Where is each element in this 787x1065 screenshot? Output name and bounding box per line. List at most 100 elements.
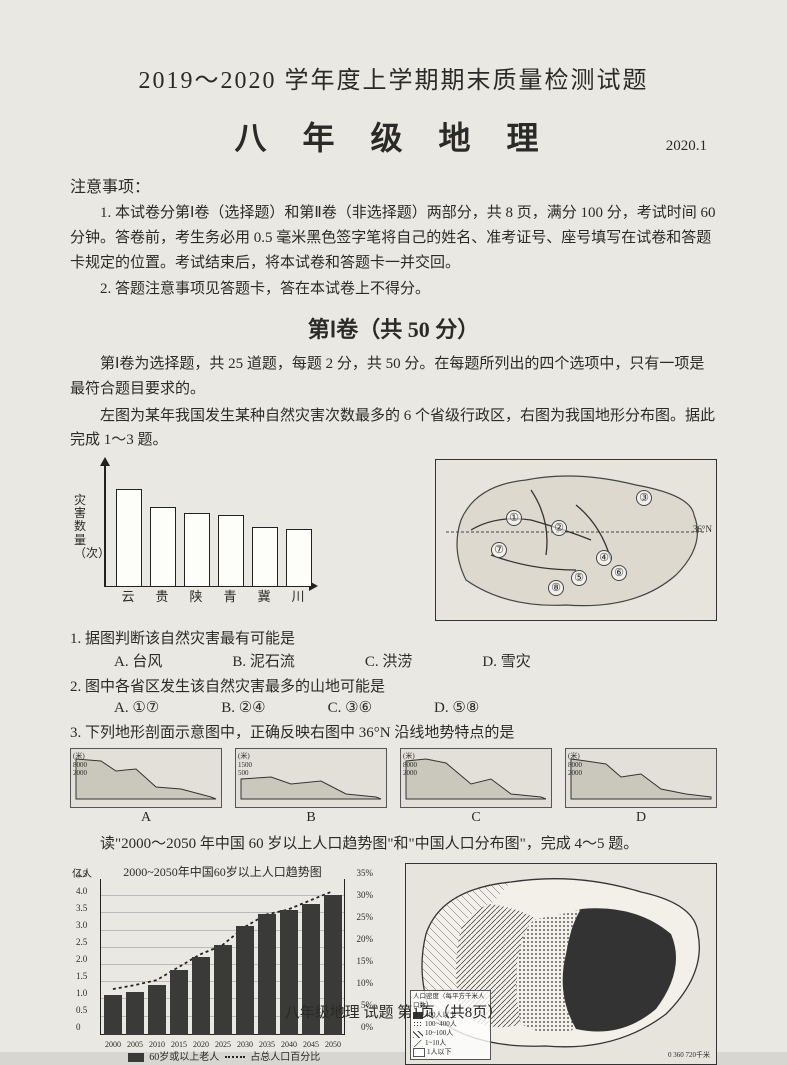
x-cat-2: 陕 <box>184 586 208 605</box>
profile-d-wrap: (米)80002000 D <box>565 748 717 826</box>
q1-opt-d: D. 雪灾 <box>482 650 530 671</box>
profile-b-svg <box>236 749 386 807</box>
map-region-2: ② <box>551 520 567 536</box>
profile-c-label: C <box>400 810 552 826</box>
legend-label-3: 1~10人 <box>425 1039 446 1048</box>
y-axis <box>104 465 106 587</box>
terrain-map-svg <box>436 460 716 620</box>
legend-line-icon <box>225 1056 245 1058</box>
profile-d-label: D <box>565 810 717 826</box>
profile-a-svg <box>71 749 221 807</box>
profile-c: (米)80002000 <box>400 748 552 808</box>
subject-row: 八 年 级 地 理 2020.1 <box>70 113 717 159</box>
profile-c-svg <box>401 749 551 807</box>
map-region-6: ⑥ <box>611 565 627 581</box>
y-axis-label: 灾害数量（次） <box>74 494 88 560</box>
trend-note: 读"2000～2050 年中国 60 岁以上人口趋势图"和"中国人口分布图"，完… <box>70 832 717 857</box>
section-1-intro: 第Ⅰ卷为选择题，共 25 道题，每题 2 分，共 50 分。在每题所列出的四个选… <box>70 352 717 402</box>
map-region-1: ① <box>506 510 522 526</box>
legend-item-4: 1人以下 <box>413 1048 488 1057</box>
yl-3: 1.5 <box>76 971 87 981</box>
x-cat-5: 川 <box>286 586 310 605</box>
yr-5: 25% <box>357 912 374 922</box>
legend-label-4: 1人以下 <box>427 1048 452 1057</box>
profile-row: (米)80002000 A (米)1500500 B (米)80002000 <box>70 748 717 826</box>
x-cat-0: 云 <box>116 586 140 605</box>
legend-sw-2 <box>413 1031 423 1038</box>
yr-3: 15% <box>357 956 374 966</box>
trend-chart-title: 2000~2050年中国60岁以上人口趋势图 <box>70 863 375 880</box>
trend-bar-2020 <box>192 957 210 1035</box>
yr-6: 30% <box>357 890 374 900</box>
q1-opt-c: C. 洪涝 <box>365 650 413 671</box>
profile-b: (米)1500500 <box>235 748 387 808</box>
notice-p2: 2. 答题注意事项见答题卡，答在本试卷上不得分。 <box>70 277 717 302</box>
china-terrain-map: ① ② ③ ④ ⑤ ⑥ ⑦ ⑧ 36°N <box>435 459 717 621</box>
q1-stem: 1. 据图判断该自然灾害最有可能是 <box>70 627 717 648</box>
bar-yun <box>116 489 142 587</box>
q1-opt-a: A. 台风 <box>114 650 162 671</box>
legend-sw-3 <box>413 1040 423 1047</box>
profile-c-scale: (米)80002000 <box>403 751 417 777</box>
disaster-bar-chart: 灾害数量（次） 云 贵 陕 青 冀 川 <box>70 459 320 609</box>
legend-item-2: 10~100人 <box>413 1029 488 1038</box>
x-cat-4: 冀 <box>252 586 276 605</box>
x-cat-1: 贵 <box>150 586 174 605</box>
exam-page: 2019～2020 学年度上学期期末质量检测试题 八 年 级 地 理 2020.… <box>0 0 787 1052</box>
y-axis-arrow-icon <box>100 457 110 466</box>
population-density-map: 人口密度（每平方千米人口数） 400人以上 100~400人 10~100人 1… <box>405 863 717 1065</box>
q2-opt-d: D. ⑤⑧ <box>434 698 479 717</box>
yl-6: 3.0 <box>76 920 87 930</box>
profile-b-label: B <box>235 810 387 826</box>
legend-item-3: 1~10人 <box>413 1039 488 1048</box>
notice-p1: 1. 本试卷分第Ⅰ卷（选择题）和第Ⅱ卷（非选择题）两部分，共 8 页，满分 10… <box>70 201 717 275</box>
yl-0: 0 <box>76 1022 81 1032</box>
yl-9: 4.5 <box>76 869 87 879</box>
profile-a-wrap: (米)80002000 A <box>70 748 222 826</box>
aging-trend-chart: 2000~2050年中国60岁以上人口趋势图 亿人 <box>70 863 375 1063</box>
q2-opt-c: C. ③⑥ <box>328 698 372 717</box>
q1-opt-b: B. 泥石流 <box>232 650 295 671</box>
lat-36n-label: 36°N <box>693 524 712 534</box>
yl-4: 2.0 <box>76 954 87 964</box>
trend-legend: 60岁或以上老人 占总人口百分比 <box>70 1048 375 1063</box>
yl-7: 3.5 <box>76 903 87 913</box>
bar-ji <box>252 527 278 587</box>
legend-bar-icon <box>128 1053 144 1062</box>
q2-opt-b: B. ②④ <box>221 698 265 717</box>
date-label: 2020.1 <box>666 138 707 155</box>
profile-d-scale: (米)80002000 <box>568 751 582 777</box>
bar-chuan <box>286 529 312 587</box>
section-1-title: 第Ⅰ卷（共 50 分） <box>70 312 717 344</box>
yr-2: 10% <box>357 978 374 988</box>
yr-4: 20% <box>357 934 374 944</box>
yl-8: 4.0 <box>76 886 87 896</box>
yr-7: 35% <box>357 868 374 878</box>
bar-gui <box>150 507 176 587</box>
map-region-8: ⑧ <box>548 580 564 596</box>
profile-b-wrap: (米)1500500 B <box>235 748 387 826</box>
x-cat-3: 青 <box>218 586 242 605</box>
profile-a-scale: (米)80002000 <box>73 751 87 777</box>
profile-a: (米)80002000 <box>70 748 222 808</box>
map-region-3: ③ <box>636 490 652 506</box>
profile-d-svg <box>566 749 716 807</box>
legend-bar-label: 60岁或以上老人 <box>149 1052 219 1063</box>
map-region-5: ⑤ <box>571 570 587 586</box>
legend-sw-1 <box>413 1021 423 1028</box>
exam-title: 2019～2020 学年度上学期期末质量检测试题 <box>70 60 717 95</box>
yl-5: 2.5 <box>76 937 87 947</box>
q2-options: A. ①⑦ B. ②④ C. ③⑥ D. ⑤⑧ <box>114 698 717 717</box>
q2-opt-a: A. ①⑦ <box>114 698 159 717</box>
figure-row-1: 灾害数量（次） 云 贵 陕 青 冀 川 ① ② <box>70 459 717 621</box>
figure-note-1: 左图为某年我国发生某种自然灾害次数最多的 6 个省级行政区，右图为我国地形分布图… <box>70 404 717 454</box>
bar-qing <box>218 515 244 587</box>
subject-title: 八 年 级 地 理 <box>234 113 552 159</box>
profile-d: (米)80002000 <box>565 748 717 808</box>
legend-sw-4 <box>413 1048 425 1057</box>
q2-stem: 2. 图中各省区发生该自然灾害最多的山地可能是 <box>70 675 717 696</box>
page-footer: 八年级地理 试题 第1页（共8页） <box>0 1001 787 1022</box>
map-region-4: ④ <box>596 550 612 566</box>
q1-options: A. 台风 B. 泥石流 C. 洪涝 D. 雪灾 <box>114 650 717 671</box>
notice-heading: 注意事项： <box>70 173 717 197</box>
